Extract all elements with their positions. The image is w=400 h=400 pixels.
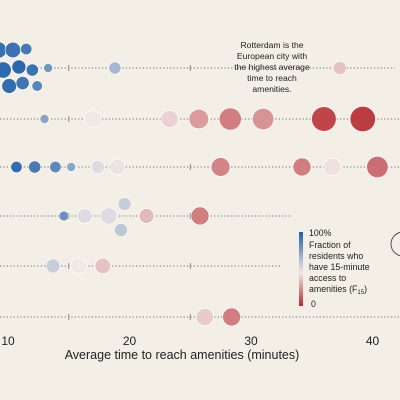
data-bubble (160, 110, 179, 128)
data-bubble (39, 114, 50, 124)
color-legend-max-label: 100% (309, 228, 332, 238)
data-bubble (100, 207, 118, 225)
data-bubble (58, 210, 70, 222)
data-bubble (43, 63, 53, 73)
data-bubble (70, 257, 87, 275)
legend-title-line: amenities (F (309, 284, 358, 294)
data-bubble (49, 161, 62, 174)
data-bubble (190, 206, 210, 226)
annotation-line: time to reach (247, 73, 297, 83)
data-bubble (349, 106, 376, 133)
data-bubble (20, 42, 33, 55)
data-bubble (292, 157, 312, 177)
annotation-line: amenities. (252, 84, 291, 94)
data-bubble (138, 208, 155, 224)
annotation-line: European city with (237, 51, 307, 61)
cropped-bubble-outline (390, 231, 400, 257)
x-tick-label: 10 (1, 334, 15, 348)
x-tick-label: 30 (244, 334, 258, 348)
legend-title-end: ) (364, 284, 367, 294)
legend-title-subscript: 15 (357, 290, 364, 296)
data-bubble (311, 106, 337, 132)
data-bubble (28, 160, 42, 174)
data-bubble (91, 160, 105, 174)
data-bubble (366, 156, 389, 179)
data-bubble (84, 110, 102, 128)
legend-title-line: access to (309, 273, 346, 283)
legend-title-line: residents who (309, 251, 363, 261)
data-bubble (252, 108, 275, 131)
legend-title-line: have 15-minute (309, 262, 370, 272)
data-bubble (94, 257, 111, 275)
data-bubble (332, 61, 347, 75)
color-legend: 100% Fraction of residents who have 15-min… (299, 228, 370, 309)
data-bubble (31, 80, 43, 92)
x-axis-tick-labels: 10 20 30 40 (1, 334, 379, 348)
data-bubble (323, 158, 342, 176)
legend-title-line: Fraction of (309, 240, 351, 250)
annotation-line: the highest average (234, 62, 310, 72)
x-axis-label: Average time to reach amenities (minutes… (65, 348, 300, 362)
data-bubble (114, 223, 128, 237)
data-bubble (218, 107, 242, 131)
annotation: Rotterdam is the European city with the hi… (234, 40, 310, 94)
x-axis-tick-marks (68, 65, 191, 320)
data-bubble (1, 78, 17, 94)
data-bubble (10, 161, 23, 174)
data-bubble (0, 61, 12, 79)
data-bubble (188, 108, 209, 130)
x-tick-label: 40 (366, 334, 380, 348)
color-legend-min-label: 0 (311, 299, 316, 309)
x-tick-label: 20 (123, 334, 137, 348)
data-bubble (210, 157, 231, 177)
data-bubbles (0, 41, 389, 327)
data-bubble (76, 208, 93, 224)
data-bubble (25, 63, 39, 77)
color-legend-bar (299, 232, 303, 306)
data-bubble (109, 158, 126, 176)
data-bubble (222, 307, 241, 327)
data-bubble (4, 41, 21, 59)
data-bubble (15, 76, 30, 90)
data-bubble (45, 258, 61, 274)
data-bubble (117, 197, 132, 211)
data-bubble (11, 59, 27, 75)
annotation-text: Rotterdam is the European city with the hi… (234, 40, 310, 94)
data-bubble (66, 162, 76, 172)
color-legend-title: Fraction of residents who have 15-minute ac… (309, 240, 370, 296)
data-bubble (108, 61, 122, 75)
annotation-line: Rotterdam is the (240, 40, 303, 50)
data-bubble (195, 308, 214, 326)
